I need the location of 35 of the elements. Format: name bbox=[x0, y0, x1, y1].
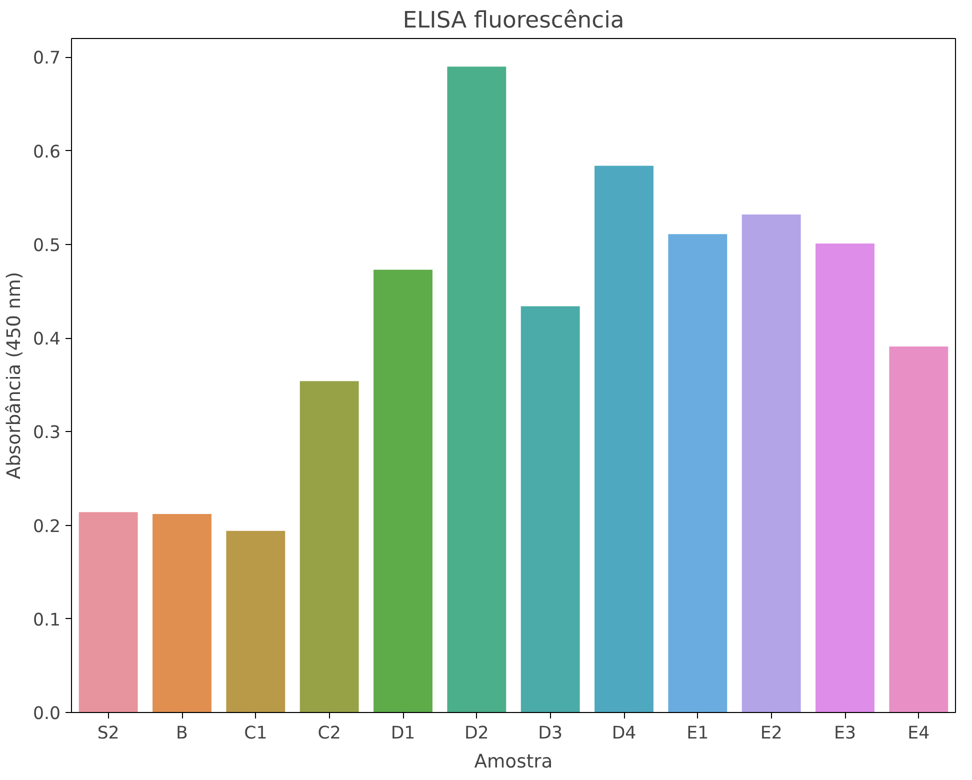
bar bbox=[78, 512, 138, 712]
x-tick-label: E4 bbox=[908, 724, 930, 744]
x-tick-label: D3 bbox=[538, 724, 563, 744]
y-tick-label: 0.4 bbox=[32, 330, 61, 350]
bar bbox=[226, 530, 286, 712]
y-axis-title: Absorbância (450 nm) bbox=[4, 272, 25, 480]
bar bbox=[889, 346, 948, 712]
bar bbox=[152, 514, 212, 712]
x-tick-label: D4 bbox=[612, 724, 636, 744]
y-tick-label: 0.1 bbox=[32, 610, 61, 630]
y-tick-label: 0.7 bbox=[32, 48, 61, 69]
x-tick-label: D2 bbox=[464, 724, 489, 744]
bar bbox=[447, 66, 506, 712]
y-tick-label: 0.5 bbox=[32, 236, 61, 256]
y-tick-label: 0.2 bbox=[32, 516, 61, 537]
bar bbox=[374, 270, 432, 712]
x-tick-label: E2 bbox=[760, 724, 782, 744]
x-tick-label: C1 bbox=[244, 724, 268, 744]
x-tick-label: E3 bbox=[834, 724, 856, 744]
y-tick-label: 0.6 bbox=[32, 142, 61, 162]
x-tick-label: D1 bbox=[390, 724, 416, 744]
x-tick-label: E1 bbox=[686, 724, 709, 744]
bar bbox=[816, 244, 874, 712]
y-tick-label: 0.3 bbox=[32, 423, 61, 444]
x-tick-label: C2 bbox=[318, 724, 341, 744]
bar bbox=[668, 234, 728, 712]
bar bbox=[594, 166, 654, 712]
bar bbox=[520, 306, 580, 712]
chart-title: ELISA fluorescência bbox=[402, 8, 624, 34]
y-tick-label: 0.0 bbox=[32, 704, 61, 724]
x-tick-label: S2 bbox=[97, 724, 120, 744]
x-axis-title: Amostra bbox=[474, 752, 553, 772]
x-tick-label: B bbox=[176, 724, 188, 744]
bar bbox=[300, 381, 359, 712]
bar bbox=[742, 214, 801, 712]
